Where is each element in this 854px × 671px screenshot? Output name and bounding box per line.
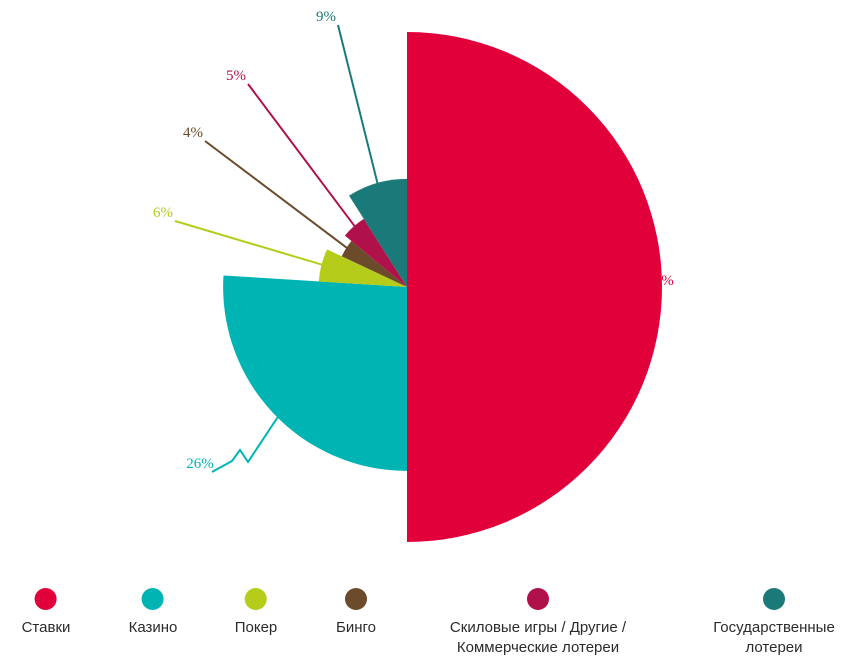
leader-line-bingo [204, 140, 356, 255]
data-label-skill-games: 5% [226, 68, 246, 84]
legend-dot-bingo [345, 588, 367, 610]
legend-dot-kazino [141, 588, 164, 610]
pie-slice-poker [318, 249, 407, 287]
legend-label-bingo: Бинго [336, 619, 376, 636]
pie-chart: 50% 26% 6% 4% 5% 9% [153, 9, 674, 542]
leader-line-kazino [211, 393, 294, 473]
legend-label-skill-games: Скиловые игры / Другие / Коммерческие ло… [449, 619, 627, 656]
legend-label-kazino: Казино [128, 619, 178, 636]
legend-dot-poker [244, 588, 267, 610]
legend-dot-state-lotteries [763, 588, 785, 610]
data-label-stavki: 50% [646, 273, 674, 289]
pie-slice-state-lotteries [349, 178, 407, 287]
legend-dot-skill-games [527, 588, 549, 610]
leader-line-state-lotteries [337, 24, 383, 199]
data-label-poker: 6% [153, 205, 173, 221]
legend-item-bingo: Бинго [336, 588, 376, 638]
data-label-bingo: 4% [183, 125, 203, 141]
data-label-kazino: 26% [186, 456, 214, 472]
leader-line-skill-games [247, 83, 363, 237]
pie-slice-stavki [407, 32, 662, 542]
legend-label-state-lotteries: Государственные лотереи [713, 619, 835, 656]
legend-label-poker: Покер [234, 619, 278, 636]
pie-slice-skill-games [344, 218, 407, 287]
chart-legend: Ставки Казино Покер Бинго Скиловые игры … [0, 588, 854, 671]
legend-label-stavki: Ставки [21, 619, 71, 636]
pie-slice-bingo [341, 241, 407, 287]
leader-line-poker [174, 220, 335, 270]
data-label-state-lotteries: 9% [316, 9, 336, 25]
legend-dot-stavki [34, 588, 57, 610]
legend-item-state-lotteries: Государственные лотереи [699, 588, 849, 658]
legend-item-kazino: Казино [128, 588, 178, 638]
legend-item-stavki: Ставки [21, 588, 71, 638]
legend-item-skill-games: Скиловые игры / Другие / Коммерческие ло… [423, 588, 653, 658]
legend-item-poker: Покер [234, 588, 278, 638]
pie-slice-kazino [223, 275, 407, 471]
